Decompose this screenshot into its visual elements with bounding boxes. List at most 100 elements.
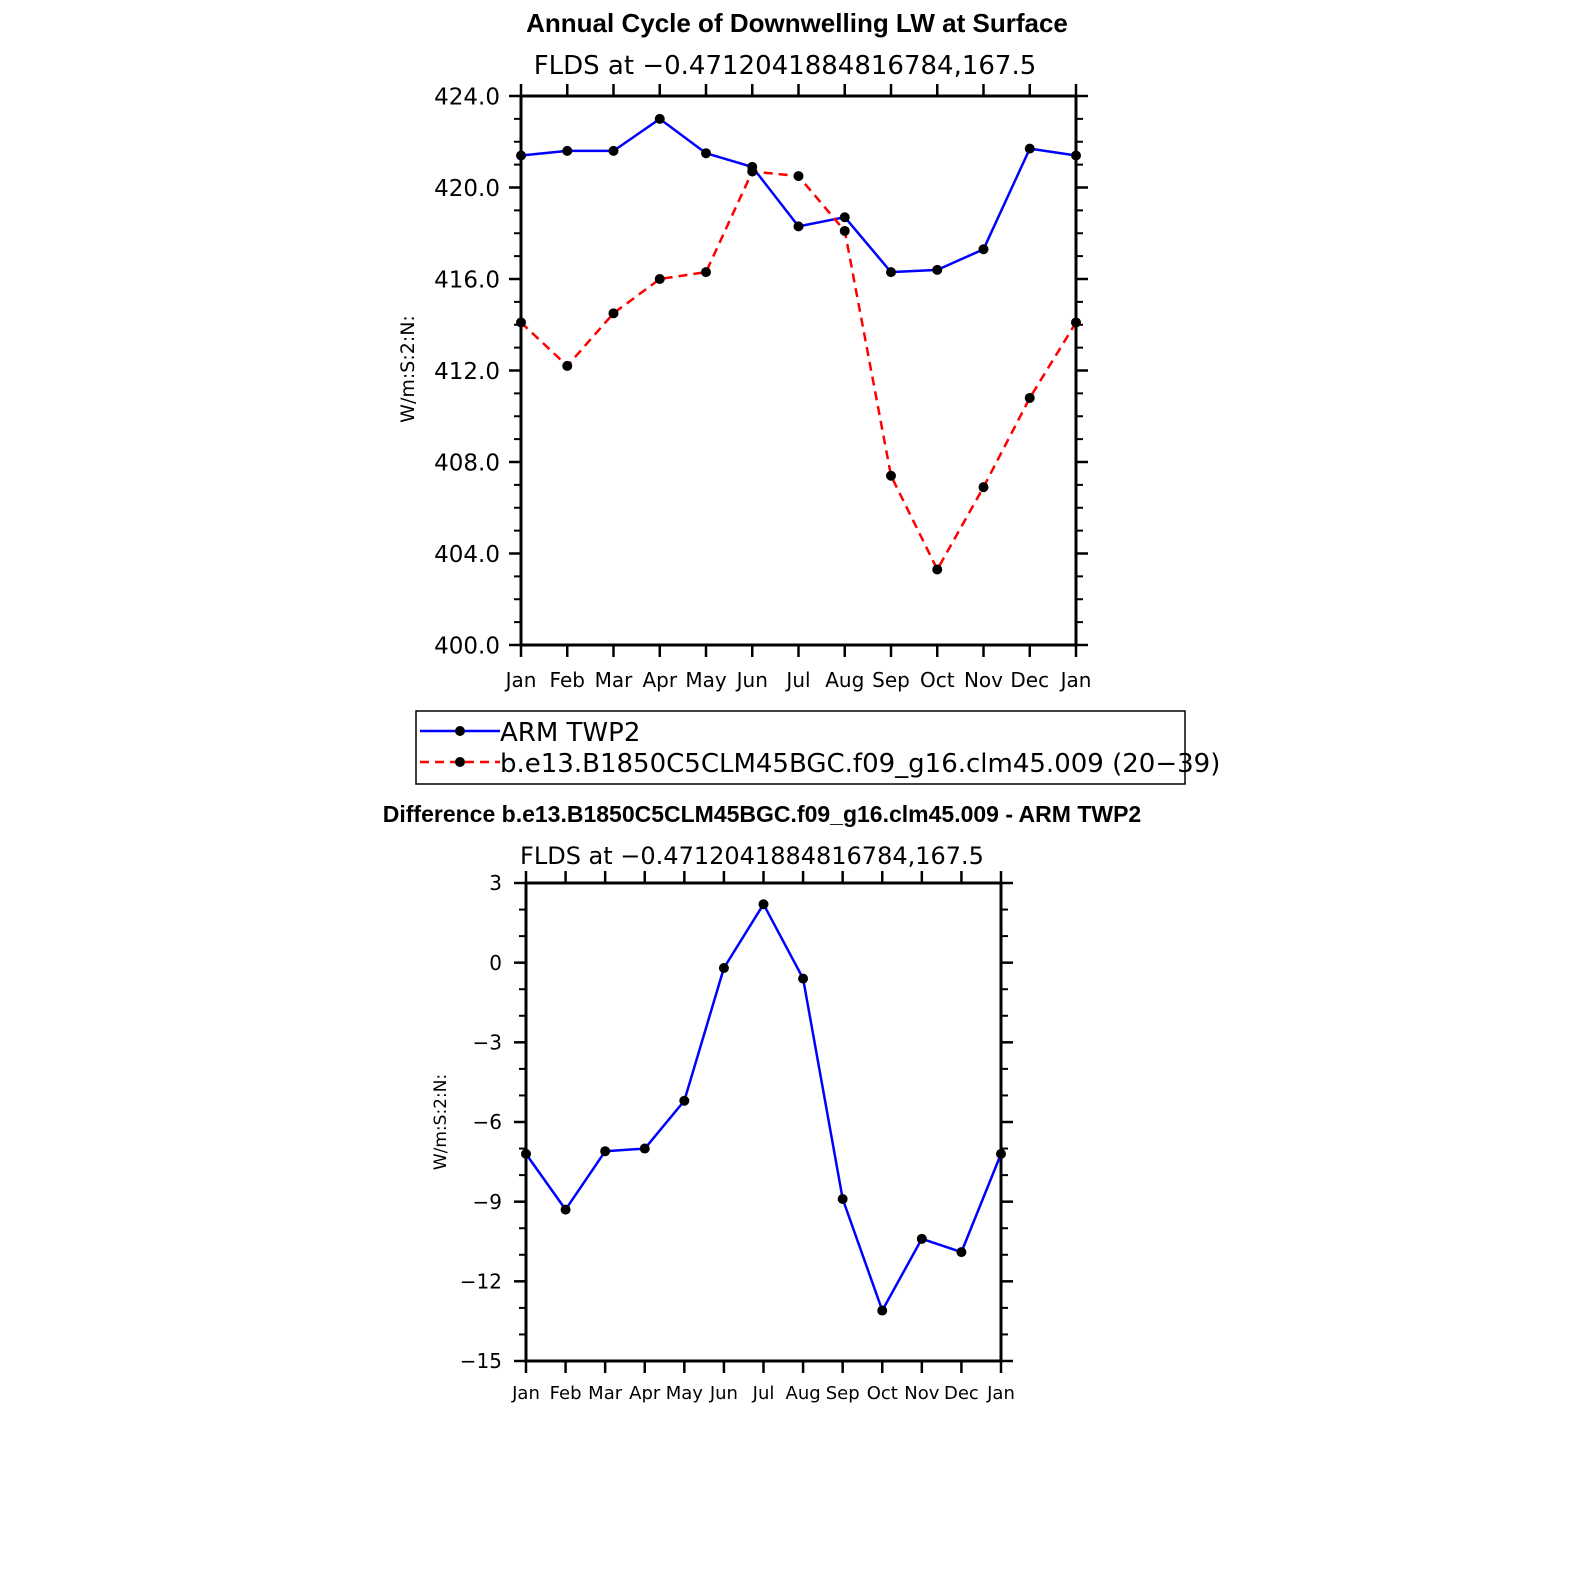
y-tick-labels: 400.0 404.0 408.0 412.0 416.0 420.0 424.0 (434, 84, 500, 659)
data-point-0 (654, 113, 665, 124)
data-point-0 (608, 145, 619, 156)
x-tick-label: Jul (752, 1383, 775, 1404)
data-point-0 (877, 1305, 888, 1316)
x-tick-label: Feb (550, 668, 585, 692)
y-tick-labels: −15 −12 −9 −6 −3 0 3 (460, 871, 502, 1373)
x-tick-label: Aug (825, 668, 864, 692)
chart-subtitle: FLDS at −0.4712041884816784,167.5 (534, 51, 1037, 81)
x-tick-labels: Jan Feb Mar Apr May Jun Jul Aug Sep Oct Nov Dec Jan (511, 1383, 1015, 1404)
data-point-0 (793, 221, 804, 232)
y-tick-label: 400.0 (434, 633, 500, 659)
data-point-0 (521, 1148, 531, 1159)
data-point-0 (516, 150, 526, 161)
data-point-0 (837, 1194, 848, 1205)
data-point-0 (956, 1247, 967, 1258)
data-point-0 (600, 1146, 611, 1157)
y-axis-label: W/m:S:2:N: (397, 315, 419, 423)
data-point-1 (1024, 392, 1035, 403)
legend-label-model: b.e13.B1850C5CLM45BGC.f09_g16.clm45.009 … (500, 749, 1220, 779)
y-tick-label: 404.0 (434, 542, 500, 568)
y-tick-label: 3 (489, 871, 502, 895)
data-point-0 (886, 267, 896, 278)
legend-marker-arm (455, 726, 465, 736)
x-tick-label: Jan (504, 668, 537, 692)
data-point-0 (978, 244, 989, 255)
data-point-0 (1071, 150, 1081, 161)
series-line-0 (520, 117, 1077, 274)
data-point-1 (654, 274, 665, 284)
x-tick-label: Jan (1059, 668, 1092, 692)
data-point-0 (996, 1148, 1006, 1159)
data-point-1 (932, 564, 943, 575)
y-tick-label: 412.0 (434, 359, 500, 385)
x-tick-label: Mar (595, 668, 634, 692)
legend: ARM TWP2 b.e13.B1850C5CLM45BGC.f09_g16.c… (415, 710, 1220, 785)
data-point-0 (560, 1204, 571, 1215)
y-tick-label: −15 (460, 1349, 502, 1373)
data-point-1 (608, 308, 619, 319)
x-tick-label: Apr (642, 668, 677, 692)
difference-chart: Difference b.e13.B1850C5CLM45BGC.f09_g16… (383, 801, 1141, 1404)
x-tick-label: Jul (784, 668, 810, 692)
x-tick-label: Jun (709, 1383, 738, 1404)
annual-cycle-chart: Annual Cycle of Downwelling LW at Surfac… (397, 8, 1220, 785)
x-tick-label: May (685, 668, 727, 692)
data-point-0 (932, 264, 943, 275)
x-tick-label: Sep (826, 1383, 860, 1404)
x-tick-label: Mar (588, 1383, 623, 1404)
y-axis-label: W/m:S:2:N: (431, 1074, 451, 1170)
x-tick-label: Dec (1010, 668, 1049, 692)
data-point-1 (562, 360, 573, 371)
data-point-1 (1071, 317, 1081, 328)
data-point-1 (701, 267, 711, 278)
y-tick-label: −3 (473, 1031, 502, 1055)
x-tick-label: Apr (629, 1383, 661, 1404)
x-tick-label: Jun (735, 668, 768, 692)
x-tick-label: Aug (786, 1383, 821, 1404)
axis-ticks (509, 84, 1088, 657)
data-point-0 (839, 212, 850, 223)
y-tick-label: 0 (489, 951, 502, 975)
x-tick-label: Feb (550, 1383, 582, 1404)
series-line-0 (524, 902, 1003, 1312)
y-tick-label: −6 (473, 1110, 502, 1134)
y-tick-label: 408.0 (434, 450, 500, 476)
plot-frame (524, 881, 1003, 1363)
x-tick-label: Jan (511, 1383, 540, 1404)
data-point-0 (718, 962, 729, 973)
x-tick-labels: Jan Feb Mar Apr May Jun Jul Aug Sep Oct Nov Dec Jan (504, 668, 1092, 692)
series-points (521, 899, 1006, 1316)
x-tick-label: Nov (904, 1383, 939, 1404)
data-point-1 (978, 482, 989, 493)
x-tick-label: Nov (964, 668, 1003, 692)
data-point-1 (793, 171, 804, 182)
chart-subtitle: FLDS at −0.4712041884816784,167.5 (520, 842, 984, 870)
data-point-0 (701, 148, 711, 159)
series-lines (524, 902, 1003, 1312)
y-tick-label: −12 (460, 1270, 502, 1294)
chart-title: Difference b.e13.B1850C5CLM45BGC.f09_g16… (383, 801, 1141, 827)
legend-box (415, 710, 1186, 785)
data-point-0 (1024, 143, 1035, 154)
series-points (516, 113, 1081, 575)
series-lines (520, 117, 1078, 571)
x-tick-label: May (666, 1383, 704, 1404)
data-point-0 (639, 1143, 650, 1154)
axis-ticks (514, 871, 1013, 1373)
data-point-1 (839, 225, 850, 236)
y-tick-label: −9 (473, 1190, 502, 1214)
x-tick-label: Dec (944, 1383, 979, 1404)
data-point-0 (679, 1095, 690, 1106)
y-tick-label: 420.0 (434, 176, 500, 202)
y-tick-label: 424.0 (434, 84, 500, 110)
data-point-1 (886, 470, 896, 481)
y-tick-label: 416.0 (434, 267, 500, 293)
x-tick-label: Oct (920, 668, 955, 692)
x-tick-label: Jan (986, 1383, 1015, 1404)
data-point-1 (516, 317, 526, 328)
legend-marker-model (455, 757, 465, 767)
x-tick-label: Sep (872, 668, 910, 692)
data-point-0 (916, 1233, 927, 1244)
x-tick-label: Oct (867, 1383, 898, 1404)
